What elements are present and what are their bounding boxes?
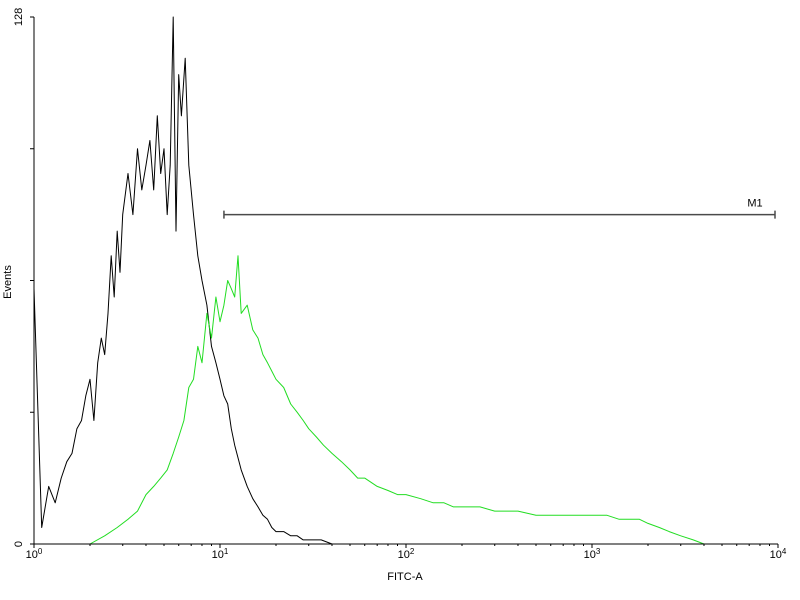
marker-gate-label: M1 <box>747 198 762 210</box>
x-tick-label: 101 <box>212 547 229 561</box>
stained-histogram-line <box>89 255 722 545</box>
x-tick-label: 104 <box>770 547 787 561</box>
x-tick-label: 102 <box>398 547 415 561</box>
series-layer <box>33 16 722 545</box>
axis-layer: FITC-A Events 100 101 102 103 104 0 128 <box>2 8 787 583</box>
x-tick-label: 103 <box>584 547 601 561</box>
marker-gate: M1 <box>223 198 776 219</box>
y-axis-title: Events <box>2 265 14 299</box>
marker-layer: M1 <box>223 198 776 219</box>
control-histogram-line <box>33 16 365 545</box>
x-tick-label: 100 <box>26 547 43 561</box>
y-tick-label: 0 <box>13 541 25 547</box>
x-axis-title: FITC-A <box>387 571 423 583</box>
y-tick-label: 128 <box>13 8 25 26</box>
